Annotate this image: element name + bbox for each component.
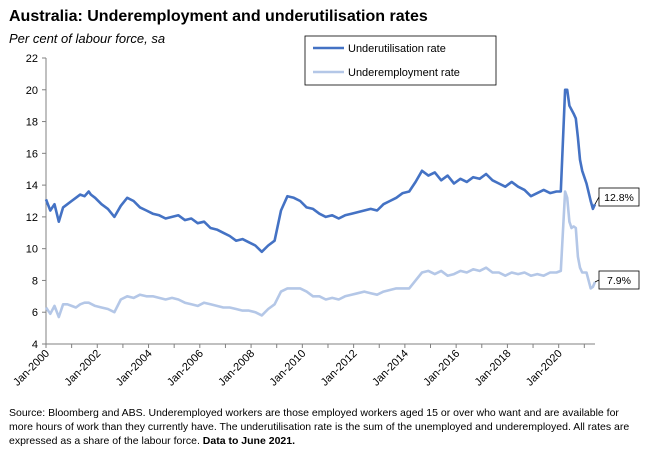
end-label-box: [598, 270, 640, 290]
x-tick-label: Jan-2018: [473, 348, 514, 389]
y-tick-label: 14: [26, 180, 38, 192]
y-tick-label: 10: [26, 244, 38, 256]
legend-box: [304, 35, 497, 86]
x-tick-labels: Jan-2000 Jan-2002 Jan-2004 Jan-2006 Jan-2008…: [11, 348, 565, 389]
x-tick-label: Jan-2000: [11, 348, 52, 389]
underutilisation-line: [44, 88, 597, 254]
y-tick-label: 20: [26, 85, 38, 97]
x-tick-label: Jan-2002: [62, 348, 103, 389]
chart-title: Australia: Underemployment and underutil…: [9, 8, 428, 25]
source-data-note: Data to June 2021.: [202, 435, 295, 447]
x-tick-label: Jan-2006: [165, 348, 206, 389]
legend: Underutilisation rate Underemployment rat…: [304, 35, 497, 86]
x-tick-label: Jan-2010: [268, 348, 309, 389]
end-label-value: 12.8%: [604, 192, 634, 204]
legend-label: Underutilisation rate: [348, 43, 446, 55]
y-tick-label: 8: [32, 275, 38, 287]
y-tick-label: 4: [32, 339, 38, 351]
x-tick-label: Jan-2016: [421, 348, 462, 389]
x-tick-label: Jan-2008: [216, 348, 257, 389]
y-tick-labels: 4 6 8 10 12 14 16 18 20 22: [26, 53, 38, 351]
x-tick-label: Jan-2014: [370, 348, 411, 389]
legend-label: Underemployment rate: [348, 67, 460, 79]
x-tick-label: Jan-2004: [114, 348, 155, 389]
axes: [42, 57, 595, 348]
x-tick-label: Jan-2012: [319, 348, 360, 389]
y-tick-label: 18: [26, 117, 38, 129]
source-text: Source: Bloomberg and ABS. Underemployed…: [9, 407, 630, 447]
x-tick-label: Jan-2020: [524, 348, 565, 389]
end-label-connector: [594, 196, 600, 205]
end-labels: 12.8% 7.9%: [594, 187, 640, 290]
source-note: Source: Bloomberg and ABS. Underemployed…: [9, 406, 645, 448]
end-label-value: 7.9%: [607, 275, 631, 287]
end-label-connector: [594, 279, 600, 283]
end-label-box: [598, 187, 640, 207]
series-lines: [44, 88, 597, 319]
chart-subtitle: Per cent of labour force, sa: [9, 31, 166, 46]
underemployment-line: [44, 190, 597, 319]
y-tick-label: 16: [26, 148, 38, 160]
y-tick-label: 22: [26, 53, 38, 65]
y-tick-label: 6: [32, 307, 38, 319]
y-tick-label: 12: [26, 212, 38, 224]
